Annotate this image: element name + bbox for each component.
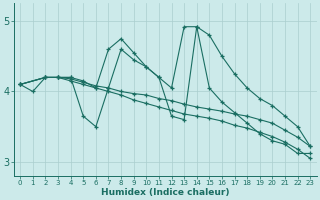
X-axis label: Humidex (Indice chaleur): Humidex (Indice chaleur) <box>101 188 229 197</box>
